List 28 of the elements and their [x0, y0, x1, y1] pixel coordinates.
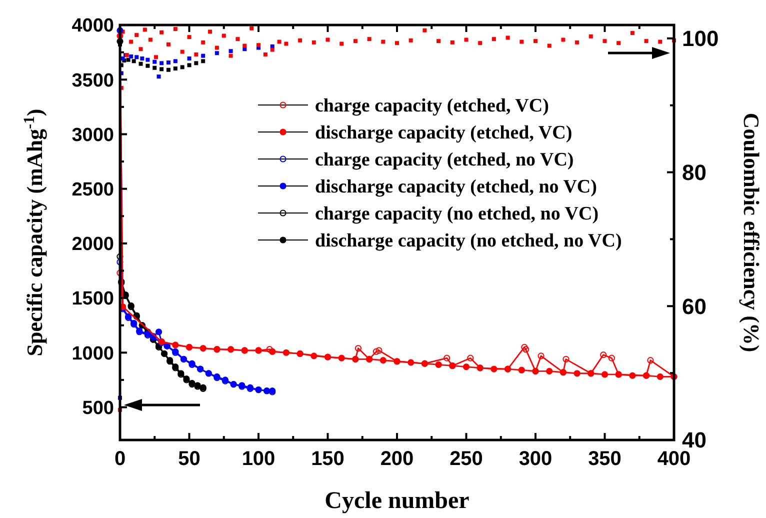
legend-label: charge capacity (no etched, no VC): [315, 204, 599, 225]
y-tick-label: 3000: [72, 124, 114, 146]
x-tick-label: 200: [380, 448, 414, 470]
legend-label: discharge capacity (no etched, no VC): [315, 230, 622, 252]
y-tick-label: 3500: [72, 70, 114, 92]
y-tick-label: 2000: [72, 234, 114, 256]
y-tick-label: 4000: [72, 16, 114, 37]
x-tick-label: 100: [242, 448, 276, 470]
x-tick-label: 150: [311, 448, 344, 470]
x-axis-title: Cycle number: [324, 488, 470, 514]
legend-label: discharge capacity (etched, VC): [315, 122, 572, 144]
y-tick-label: 1500: [72, 288, 114, 310]
y2-tick-label: 100: [682, 26, 719, 52]
x-tick-label: 0: [114, 448, 126, 470]
legend-label: charge capacity (etched, VC): [315, 96, 549, 117]
legend-label: discharge capacity (etched, no VC): [315, 176, 597, 198]
y2-axis-title: Coulombic efficiency (%): [739, 112, 764, 352]
y-tick-label: 500: [82, 398, 114, 419]
x-tick-label: 350: [588, 448, 622, 470]
x-tick-label: 400: [657, 448, 691, 470]
x-tick-label: 250: [450, 448, 483, 470]
legend-label: charge capacity (etched, no VC): [315, 150, 574, 171]
y2-tick-label: 80: [682, 160, 706, 185]
x-tick-label: 50: [178, 448, 200, 470]
y-tick-label: 1000: [72, 343, 114, 364]
x-tick-label: 300: [518, 448, 552, 470]
y-tick-label: 2500: [72, 179, 114, 200]
y2-tick-label: 60: [682, 294, 706, 319]
